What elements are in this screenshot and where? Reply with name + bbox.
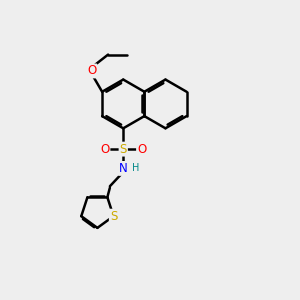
Text: S: S (120, 142, 127, 156)
Text: S: S (110, 210, 117, 223)
Text: O: O (100, 142, 110, 156)
Text: O: O (87, 64, 96, 77)
Text: H: H (132, 164, 140, 173)
Text: N: N (119, 162, 128, 175)
Text: O: O (137, 142, 146, 156)
